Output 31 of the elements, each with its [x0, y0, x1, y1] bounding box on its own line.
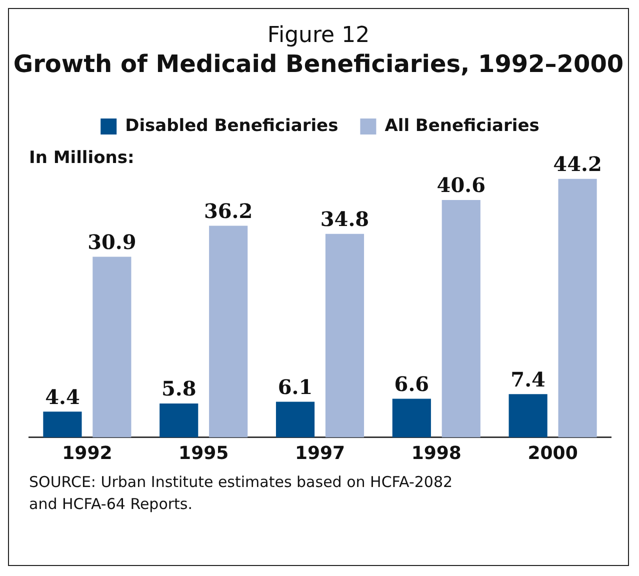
- bar: [43, 412, 82, 438]
- data-label: 44.2: [553, 152, 602, 176]
- bar: [558, 178, 597, 438]
- data-label: 5.8: [161, 376, 196, 401]
- data-label: 30.9: [88, 230, 136, 254]
- x-tick-label: 2000: [528, 442, 578, 464]
- data-label: 4.4: [45, 384, 80, 409]
- bar: [209, 226, 248, 438]
- data-label: 7.4: [510, 367, 546, 392]
- x-tick-label: 1992: [62, 442, 112, 464]
- data-label: 6.1: [278, 374, 313, 399]
- data-label: 36.2: [204, 198, 253, 223]
- data-label: 6.6: [394, 372, 430, 396]
- bar: [160, 403, 198, 438]
- x-tick-label: 1998: [411, 442, 462, 464]
- chart-subtitle: Figure 12: [266, 23, 371, 48]
- bar: [508, 394, 548, 438]
- bar: [392, 398, 431, 438]
- bar: [276, 402, 315, 438]
- x-tick-label: 1997: [294, 442, 346, 464]
- bar: [92, 256, 132, 438]
- x-tick-label: 1995: [178, 442, 229, 464]
- y-axis-title: In Millions:: [29, 148, 134, 168]
- bar: [442, 200, 480, 438]
- legend-label: Disabled Beneficiaries: [125, 116, 338, 136]
- bar: [325, 234, 364, 438]
- legend-label: All Beneficiaries: [384, 116, 540, 136]
- data-label: 40.6: [436, 173, 486, 198]
- source-note: SOURCE: Urban Institute estimates based on HCFA-2082 and HCFA-64 Reports.: [29, 472, 454, 515]
- data-label: 34.8: [320, 207, 370, 232]
- chart-title: Growth of Medicaid Beneficiaries, 1992–2000: [12, 50, 625, 78]
